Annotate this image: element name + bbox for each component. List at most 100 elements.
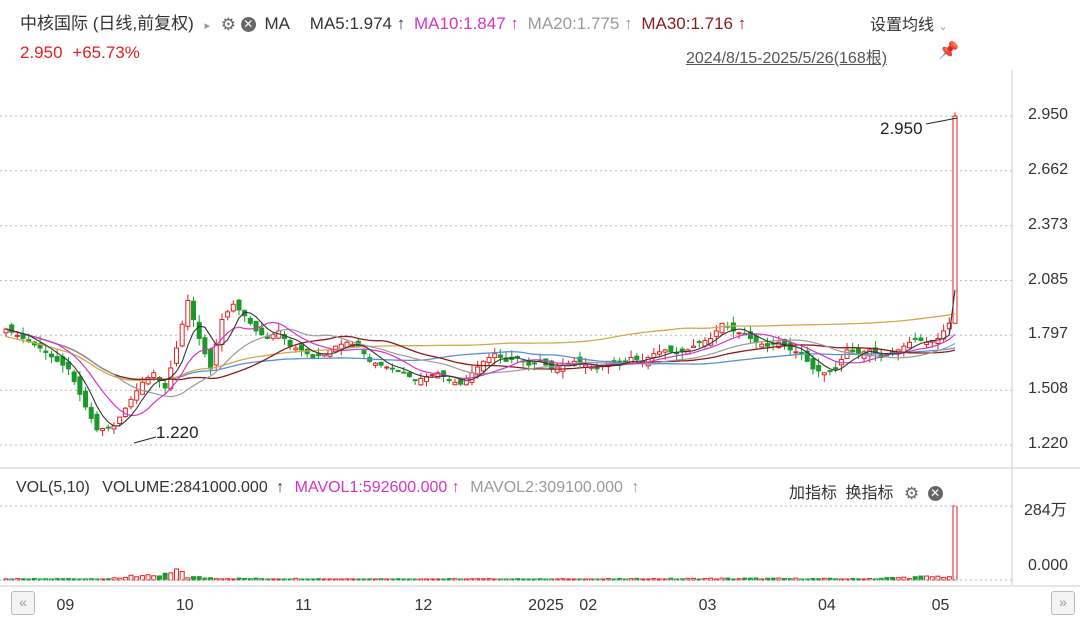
- candle-body: [105, 426, 111, 429]
- vol-axis-zero: 0.000: [1028, 557, 1069, 574]
- candle-body: [441, 370, 447, 378]
- candle-body: [395, 370, 401, 373]
- close-icon[interactable]: ✕: [927, 486, 943, 502]
- volume-bar: [151, 575, 157, 581]
- volume-bar: [764, 577, 770, 581]
- scroll-right-button[interactable]: »: [1051, 591, 1075, 615]
- candle-body: [162, 383, 168, 389]
- volume-bar: [105, 578, 111, 581]
- candle-body: [736, 332, 742, 335]
- candle-body: [316, 353, 322, 357]
- candle-body: [88, 407, 94, 419]
- candle-body: [418, 377, 424, 386]
- candle-body: [77, 376, 83, 395]
- volume-bar: [850, 577, 856, 581]
- volume-bar: [742, 577, 748, 581]
- candle-body: [622, 360, 628, 363]
- ma-setting-button[interactable]: 设置均线 ⌄: [870, 11, 948, 35]
- volume-bar: [941, 577, 947, 581]
- candle-body: [406, 372, 412, 378]
- candle-body: [48, 353, 54, 358]
- volume-bar: [691, 577, 697, 581]
- price-change: +65.73%: [72, 43, 140, 62]
- gear-icon[interactable]: ⚙: [220, 14, 237, 34]
- pin-icon[interactable]: 📌: [938, 41, 960, 60]
- candle-body: [804, 350, 810, 362]
- ma30-line: [5, 328, 956, 381]
- volume-bar: [475, 578, 481, 581]
- candle-body: [236, 299, 242, 311]
- candle-body: [117, 416, 123, 425]
- volume-bar: [736, 578, 742, 581]
- candle-body: [935, 338, 941, 344]
- play-icon[interactable]: ▸: [204, 20, 211, 32]
- candle-body: [270, 334, 276, 339]
- gear-icon[interactable]: ⚙: [903, 483, 920, 503]
- candle-body: [759, 343, 765, 348]
- volume-bar: [156, 575, 162, 581]
- candle-body: [83, 390, 89, 408]
- candle-body: [497, 354, 503, 359]
- volume-bar: [71, 578, 77, 581]
- candle-body: [912, 337, 918, 340]
- y-tick-label: 2.950: [1028, 106, 1069, 123]
- candle-body: [816, 364, 822, 372]
- x-tick-label: 04: [817, 597, 836, 614]
- candle-body: [855, 347, 861, 355]
- candle-body: [821, 372, 827, 376]
- volume-bar: [924, 575, 930, 581]
- candle-body: [429, 374, 435, 377]
- candle-body: [173, 347, 179, 364]
- candle-body: [310, 354, 316, 359]
- volume-bar: [617, 577, 623, 581]
- candle-body: [446, 379, 452, 382]
- candle-body: [776, 341, 782, 349]
- vol-axis-max: 284万: [1024, 502, 1067, 519]
- volume-bar: [929, 576, 935, 581]
- volume-bar: [128, 574, 134, 581]
- candle-body: [389, 367, 395, 370]
- stock-title[interactable]: 中核国际 (日线,前复权): [20, 14, 194, 33]
- candle-body: [691, 345, 697, 348]
- y-tick-label: 2.373: [1028, 215, 1069, 233]
- volume-bar: [236, 577, 242, 581]
- mavol2-value: MAVOL2:309100.000: [470, 479, 623, 496]
- candle-body: [94, 413, 100, 431]
- date-range: 2024/8/15-2025/5/26(168根): [686, 50, 888, 67]
- x-tick-label: 05: [931, 597, 950, 614]
- candle-body: [452, 381, 458, 386]
- candle-body: [634, 355, 640, 360]
- x-tick-label: 10: [175, 597, 194, 614]
- volume-bar: [367, 578, 373, 581]
- ma5-value: MA5:1.974: [309, 14, 393, 33]
- price-readout: 2.950 +65.73%: [20, 43, 140, 63]
- ma-label: MA: [264, 14, 290, 33]
- vol-label: VOL(5,10): [16, 479, 90, 496]
- candle-body: [651, 353, 657, 359]
- candle-body: [196, 321, 202, 340]
- low-annotation: 1.220: [156, 423, 199, 442]
- volume-bar: [952, 505, 958, 581]
- candle-body: [293, 347, 299, 351]
- candle-body: [372, 362, 378, 366]
- candle-body: [719, 322, 725, 334]
- volume-bar: [651, 578, 657, 581]
- candle-body: [827, 370, 833, 373]
- high-arrow: [925, 117, 958, 125]
- close-icon[interactable]: ✕: [240, 17, 256, 33]
- candle-body: [20, 334, 26, 340]
- candle-body: [543, 358, 549, 366]
- candle-body: [810, 358, 816, 370]
- add-indicator-button[interactable]: 加指标: [789, 485, 838, 502]
- candle-body: [747, 331, 753, 340]
- candle-body: [458, 379, 464, 385]
- price-grid: [0, 115, 1012, 446]
- scroll-left-button[interactable]: «: [11, 591, 35, 615]
- candle-body: [492, 353, 498, 359]
- volume-value: VOLUME:2841000.000: [102, 479, 268, 496]
- switch-indicator-button[interactable]: 换指标: [845, 485, 894, 502]
- volume-bar: [821, 577, 827, 581]
- candle-body: [764, 343, 770, 347]
- candle-body: [298, 344, 304, 351]
